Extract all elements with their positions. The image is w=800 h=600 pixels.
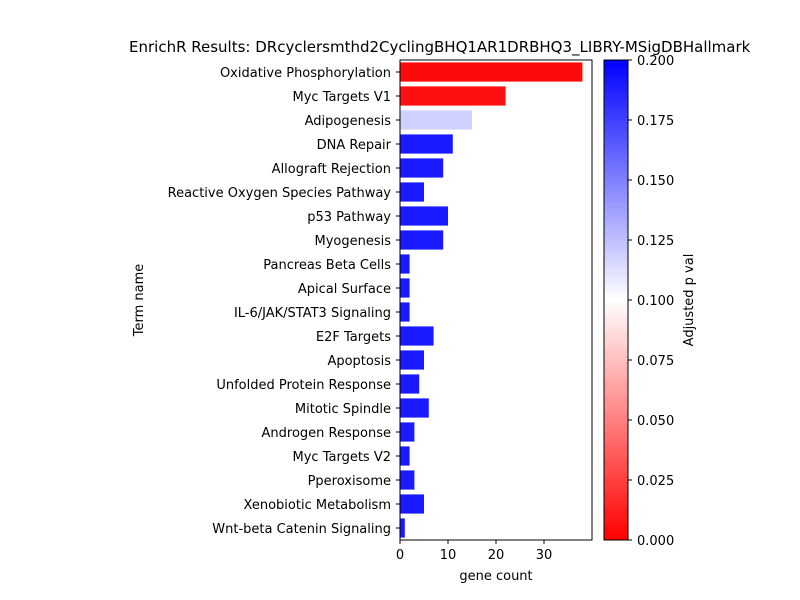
y-tick-labels: Oxidative Phosphorylation Myc Targets V1 A… [168,66,400,537]
y-tick-label: E2F Targets [316,330,391,345]
colorbar-tick-label: 0.100 [637,294,674,309]
y-tick-label: Pperoxisome [308,474,391,489]
y-tick-label: Reactive Oxygen Species Pathway [168,186,392,201]
y-tick-label: Myc Targets V2 [293,450,391,465]
colorbar-tick-label: 0.125 [637,234,674,249]
colorbar-tick-label: 0.025 [637,474,674,489]
bar-13 [400,374,420,394]
colorbar-tick-label: 0.000 [637,534,674,549]
bar-7 [400,230,444,250]
bar-17 [400,470,415,490]
y-tick-label: Myogenesis [314,234,391,249]
bar-2 [400,110,472,130]
y-tick-label: Adipogenesis [305,114,392,129]
bars-layer [400,62,583,538]
colorbar-tick-label: 0.200 [637,54,674,69]
y-tick-label: Apoptosis [327,354,391,369]
y-tick-label: Myc Targets V1 [293,90,391,105]
bar-10 [400,302,410,322]
y-tick-label: Xenobiotic Metabolism [244,498,391,513]
y-tick-label: IL-6/JAK/STAT3 Signaling [234,306,391,321]
bar-4 [400,158,444,178]
bar-15 [400,422,415,442]
y-tick-label: Unfolded Protein Response [216,378,391,393]
colorbar [603,59,629,541]
bar-12 [400,350,424,370]
y-tick-label: DNA Repair [317,138,392,153]
y-tick-label: Oxidative Phosphorylation [220,66,391,81]
colorbar-tick-label: 0.175 [637,114,674,129]
bar-0 [400,62,583,82]
bar-8 [400,254,410,274]
colorbar-label: Adjusted p val [682,254,697,347]
bar-11 [400,326,434,346]
y-tick-label: Mitotic Spindle [295,402,391,417]
colorbar-tick-label: 0.075 [637,354,674,369]
bar-18 [400,494,424,514]
x-tick-label: 30 [536,548,553,563]
x-tick-label: 10 [440,548,457,563]
y-tick-label: Allograft Rejection [272,162,391,177]
bar-19 [400,518,405,538]
x-tick-label: 0 [396,548,404,563]
bar-16 [400,446,410,466]
y-tick-label: Wnt-beta Catenin Signaling [212,522,391,537]
x-axis-label: gene count [459,569,532,584]
bar-6 [400,206,448,226]
chart-title: EnrichR Results: DRcyclersmthd2CyclingBH… [129,38,751,57]
colorbar-ticks: 0.000 0.025 0.050 0.075 0.100 0.125 0.150 0.175… [628,54,674,549]
bar-1 [400,86,506,106]
y-axis-label: Term name [132,264,147,338]
bar-14 [400,398,429,418]
y-tick-label: Apical Surface [298,282,391,297]
bar-3 [400,134,453,154]
bar-9 [400,278,410,298]
colorbar-tick-label: 0.050 [637,414,674,429]
y-tick-label: p53 Pathway [307,210,391,225]
x-tick-label: 20 [488,548,505,563]
colorbar-tick-label: 0.150 [637,174,674,189]
y-tick-label: Androgen Response [262,426,391,441]
x-axis: 0 10 20 30 [396,540,552,563]
plot-frame [399,59,593,541]
bar-5 [400,182,424,202]
y-tick-label: Pancreas Beta Cells [263,258,391,273]
